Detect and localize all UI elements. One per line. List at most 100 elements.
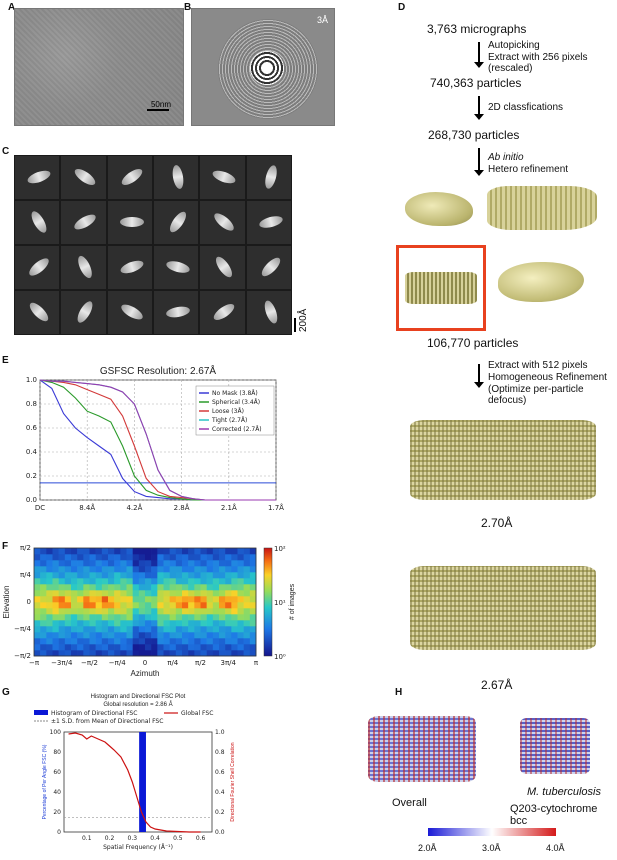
y2-tick-label: 0.0	[215, 829, 225, 836]
heatmap-cell	[194, 554, 201, 561]
heatmap-cell	[243, 560, 251, 567]
heatmap-cell	[182, 632, 189, 639]
heatmap-cell	[64, 560, 72, 567]
heatmap-cell	[120, 608, 127, 615]
heatmap-cell	[175, 584, 183, 591]
heatmap-cell	[145, 626, 152, 633]
histogram-bar	[139, 732, 146, 832]
heatmap-cell	[64, 632, 72, 639]
heatmap-cell	[169, 572, 177, 579]
heatmap-cell	[212, 644, 220, 651]
heatmap-cell	[194, 650, 201, 657]
heatmap-cell	[138, 632, 146, 639]
heatmap-cell	[175, 608, 183, 615]
heatmap-cell	[151, 560, 158, 567]
colorbar-tick: 10¹	[274, 599, 286, 607]
flow-step1-line1: Autopicking	[488, 40, 540, 51]
heatmap-cell	[206, 644, 214, 651]
heatmap-cell	[157, 602, 164, 609]
panel-label-d: D	[398, 2, 406, 13]
flow-step1-line2: Extract with 256 pixels (rescaled)	[488, 52, 588, 74]
heatmap-cell	[71, 560, 78, 567]
chart-title: GSFSC Resolution: 2.67Å	[100, 364, 216, 377]
heatmap-cell	[212, 572, 220, 579]
heatmap-cell	[120, 560, 127, 567]
legend-label: Loose (3Å)	[212, 408, 244, 415]
heatmap-cell	[219, 608, 226, 615]
heatmap-cell	[108, 638, 115, 645]
class-average-cell	[107, 201, 152, 244]
heatmap-cell	[243, 644, 251, 651]
heatmap-cell	[64, 548, 72, 555]
heatmap-cell	[83, 554, 90, 561]
heatmap-cell	[101, 554, 109, 561]
heatmap-cell	[120, 626, 127, 633]
heatmap-cell	[52, 614, 59, 621]
heatmap-cell	[249, 596, 257, 603]
heatmap-cell	[200, 566, 207, 573]
heatmap-cell	[58, 602, 66, 609]
heatmap-cell	[108, 596, 115, 603]
heatmap-cell	[182, 548, 189, 555]
heatmap-cell	[151, 644, 158, 651]
heatmap-cell	[89, 548, 96, 555]
selected-class-box	[396, 245, 486, 331]
heatmap-cell	[114, 626, 121, 633]
colorbar-tick-3: 3.0Å	[482, 843, 501, 853]
heatmap-cell	[120, 650, 127, 657]
heatmap-cell	[108, 650, 115, 657]
heatmap-cell	[175, 566, 183, 573]
heatmap-cell	[237, 584, 244, 591]
heatmap-cell	[243, 584, 251, 591]
resolution-267: 2.67Å	[481, 678, 513, 692]
heatmap-cell	[126, 626, 133, 633]
heatmap-cell	[182, 608, 189, 615]
x-tick-label: −π	[29, 659, 40, 667]
heatmap-cell	[108, 632, 115, 639]
legend-label: ±1 S.D. from Mean of Directional FSC	[51, 718, 163, 725]
x-tick-label: 2.1Å	[221, 503, 237, 512]
heatmap-cell	[194, 590, 201, 597]
heatmap-cell	[243, 548, 251, 555]
heatmap-cell	[89, 572, 96, 579]
heatmap-cell	[58, 566, 66, 573]
heatmap-cell	[237, 638, 244, 645]
heatmap-cell	[46, 578, 53, 585]
heatmap-cell	[89, 590, 96, 597]
heatmap-cell	[34, 644, 41, 651]
class-average-cell	[61, 246, 106, 289]
heatmap-cell	[46, 602, 53, 609]
heatmap-cell	[71, 578, 78, 585]
heatmap-cell	[101, 572, 109, 579]
heatmap-cell	[126, 590, 133, 597]
heatmap-cell	[225, 590, 232, 597]
heatmap-cell	[237, 602, 244, 609]
heatmap-cell	[34, 626, 41, 633]
heatmap-cell	[71, 644, 78, 651]
heatmap-cell	[200, 620, 207, 627]
y-tick-label: −π/2	[14, 652, 31, 660]
y-tick-label: 0	[27, 598, 31, 606]
heatmap-cell	[95, 644, 103, 651]
heatmap-cell	[175, 554, 183, 561]
heatmap-cell	[132, 602, 140, 609]
heatmap-cell	[77, 614, 84, 621]
heatmap-cell	[157, 614, 164, 621]
heatmap-cell	[249, 620, 257, 627]
heatmap-cell	[52, 548, 59, 555]
heatmap-cell	[145, 566, 152, 573]
panel-label-h: H	[395, 687, 403, 698]
heatmap-cell	[114, 578, 121, 585]
heatmap-cell	[225, 638, 232, 645]
heatmap-cell	[145, 644, 152, 651]
class-average-cell	[107, 291, 152, 334]
heatmap-cell	[194, 608, 201, 615]
class-average-cell	[246, 246, 291, 289]
x-tick-label: −π/4	[109, 659, 126, 667]
y2-axis-label: Directional Fourier Shell Correlation	[230, 742, 236, 821]
heatmap-cell	[138, 626, 146, 633]
heatmap-cell	[212, 638, 220, 645]
heatmap-cell	[64, 584, 72, 591]
heatmap-cell	[182, 644, 189, 651]
class-average-cell	[61, 156, 106, 199]
